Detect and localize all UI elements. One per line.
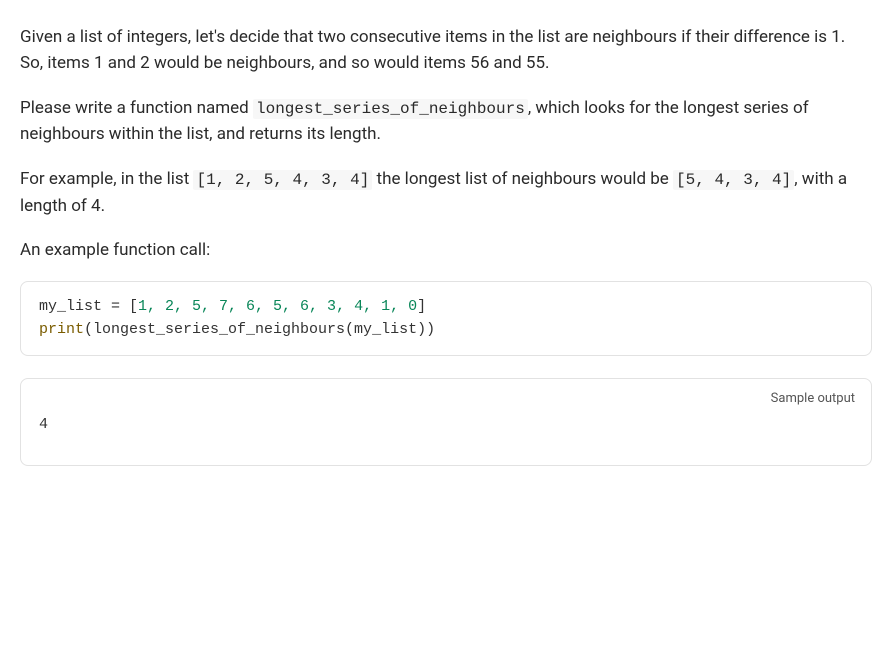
code-example-block: my_list = [1, 2, 5, 7, 6, 5, 6, 3, 4, 1,… [20,281,872,356]
call-label-paragraph: An example function call: [20,237,872,263]
example-paragraph: For example, in the list [1, 2, 5, 4, 3,… [20,166,872,219]
example-result-code: [5, 4, 3, 4] [673,170,794,190]
task-paragraph: Please write a function named longest_se… [20,95,872,148]
text: the longest list of neighbours would be [372,169,673,189]
example-list-code: [1, 2, 5, 4, 3, 4] [193,170,372,190]
function-name-code: longest_series_of_neighbours [253,99,528,119]
code-line-2: print(longest_series_of_neighbours(my_li… [39,321,435,338]
exercise-content: Given a list of integers, let's decide t… [20,24,872,466]
code-line-1: my_list = [1, 2, 5, 7, 6, 5, 6, 3, 4, 1,… [39,298,426,315]
sample-output-value: 4 [39,413,853,436]
sample-output-label: Sample output [771,389,855,409]
sample-output-block: Sample output 4 [20,378,872,465]
text: Please write a function named [20,98,253,118]
text: For example, in the list [20,169,193,189]
intro-paragraph: Given a list of integers, let's decide t… [20,24,872,77]
